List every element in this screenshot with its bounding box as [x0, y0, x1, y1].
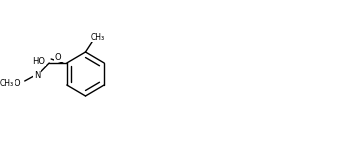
Text: CH₃: CH₃: [90, 33, 104, 41]
Text: CH₃: CH₃: [0, 79, 14, 87]
Text: O: O: [55, 53, 61, 61]
Text: O: O: [13, 79, 20, 87]
Text: N: N: [34, 71, 41, 80]
Text: HO: HO: [32, 57, 45, 66]
